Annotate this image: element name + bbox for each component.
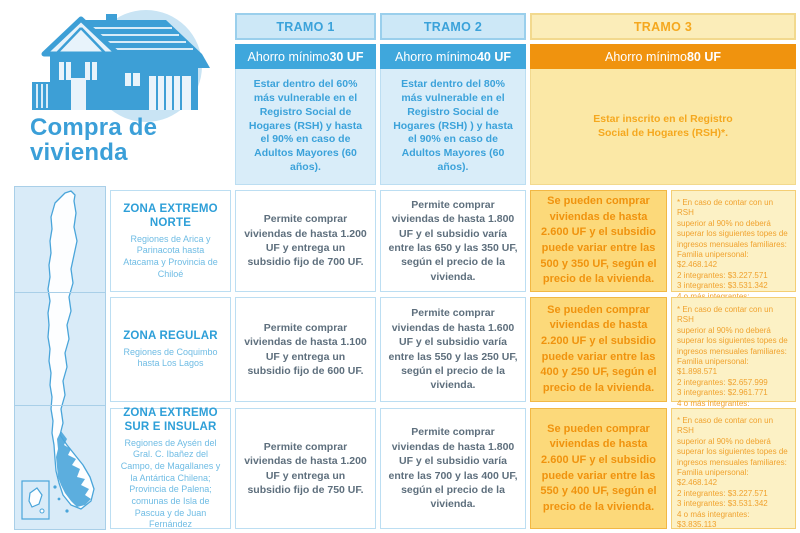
income-note: * En caso de contar con un RSH superior …	[677, 198, 788, 311]
zone-title: ZONA EXTREMO SUR E INSULAR	[123, 406, 218, 434]
tramo1-header-panel: Ahorro mínimo 30 UF Estar dentro del 60%…	[235, 44, 376, 185]
benefit-text: Permite comprar viviendas de hasta 1.100…	[244, 321, 367, 377]
benefit-text: Permite comprar viviendas de hasta 1.800…	[388, 198, 518, 283]
benefit-text: Se pueden comprar viviendas de hasta 2.6…	[540, 195, 657, 286]
tramo3-header-panel: Ahorro mínimo 80 UF Estar inscrito en el…	[530, 44, 796, 185]
income-note: * En caso de contar con un RSH superior …	[677, 305, 788, 418]
zone-title: ZONA EXTREMO NORTE	[123, 202, 218, 230]
tramo3-title: TRAMO 3	[530, 13, 796, 40]
tramo3-requirement: Estar inscrito en el Registro Social de …	[530, 69, 796, 185]
tramo1-title: TRAMO 1	[235, 13, 376, 40]
brand-area: Compra de vivienda	[18, 4, 223, 184]
tramo2-benefit-cell: Permite comprar viviendas de hasta 1.800…	[380, 408, 526, 529]
min-savings-label: Ahorro mínimo	[604, 49, 687, 64]
tramo3-min-savings: Ahorro mínimo 80 UF	[530, 44, 796, 69]
income-note-cell: * En caso de contar con un RSH superior …	[671, 190, 796, 311]
income-note-cell: * En caso de contar con un RSH superior …	[671, 408, 796, 529]
map-section-divider	[15, 405, 105, 406]
zone-subtitle: Regiones de Aysén del Gral. C. Ibañez de…	[120, 437, 221, 530]
zone-title: ZONA REGULAR	[123, 330, 218, 343]
income-note-cell: * En caso de contar con un RSH superior …	[671, 297, 796, 418]
tramo2-requirement: Estar dentro del 80% más vulnerable en e…	[380, 69, 526, 185]
map-section-divider	[15, 292, 105, 293]
tramo2-benefit-cell: Permite comprar viviendas de hasta 1.800…	[380, 190, 526, 292]
tramo1-benefit-cell: Permite comprar viviendas de hasta 1.200…	[235, 408, 376, 529]
house-icon	[32, 10, 210, 122]
page-title: Compra de vivienda	[30, 114, 158, 166]
min-savings-value: 30 UF	[329, 49, 364, 64]
benefit-text: Permite comprar viviendas de hasta 1.600…	[388, 307, 518, 392]
benefit-text: Se pueden comprar viviendas de hasta 2.6…	[540, 422, 657, 513]
tramo3-benefit-cell: Se pueden comprar viviendas de hasta 2.6…	[530, 408, 667, 529]
zone-cell: ZONA EXTREMO SUR E INSULAR Regiones de A…	[110, 406, 231, 530]
chile-map-icon	[14, 186, 106, 530]
benefit-text: Permite comprar viviendas de hasta 1.800…	[388, 426, 518, 511]
income-note: * En caso de contar con un RSH superior …	[677, 416, 788, 529]
tramo3-benefit-cell: Se pueden comprar viviendas de hasta 2.2…	[530, 297, 667, 402]
zone-cell: ZONA EXTREMO NORTE Regiones de Arica y P…	[110, 190, 231, 292]
tramo2-header-panel: Ahorro mínimo 40 UF Estar dentro del 80%…	[380, 44, 526, 185]
benefit-text: Permite comprar viviendas de hasta 1.200…	[244, 440, 367, 496]
benefit-text: Permite comprar viviendas de hasta 1.200…	[244, 213, 367, 269]
min-savings-value: 80 UF	[686, 49, 722, 64]
tramo2-title: TRAMO 2	[380, 13, 526, 40]
tramo1-min-savings: Ahorro mínimo 30 UF	[235, 44, 376, 69]
tramo1-requirement: Estar dentro del 60% más vulnerable en e…	[235, 69, 376, 185]
min-savings-label: Ahorro mínimo	[247, 49, 330, 64]
zone-cell: ZONA REGULAR Regiones de Coquimbo hasta …	[110, 297, 231, 402]
tramo3-benefit-cell: Se pueden comprar viviendas de hasta 2.6…	[530, 190, 667, 292]
tramo2-min-savings: Ahorro mínimo 40 UF	[380, 44, 526, 69]
min-savings-label: Ahorro mínimo	[394, 49, 477, 64]
tramo2-benefit-cell: Permite comprar viviendas de hasta 1.600…	[380, 297, 526, 402]
tramo1-benefit-cell: Permite comprar viviendas de hasta 1.200…	[235, 190, 376, 292]
min-savings-value: 40 UF	[476, 49, 512, 64]
benefit-text: Se pueden comprar viviendas de hasta 2.2…	[540, 303, 657, 394]
zone-subtitle: Regiones de Coquimbo hasta Los Lagos	[123, 346, 218, 369]
zone-subtitle: Regiones de Arica y Parinacota hasta Ata…	[123, 233, 218, 279]
tramo1-benefit-cell: Permite comprar viviendas de hasta 1.100…	[235, 297, 376, 402]
